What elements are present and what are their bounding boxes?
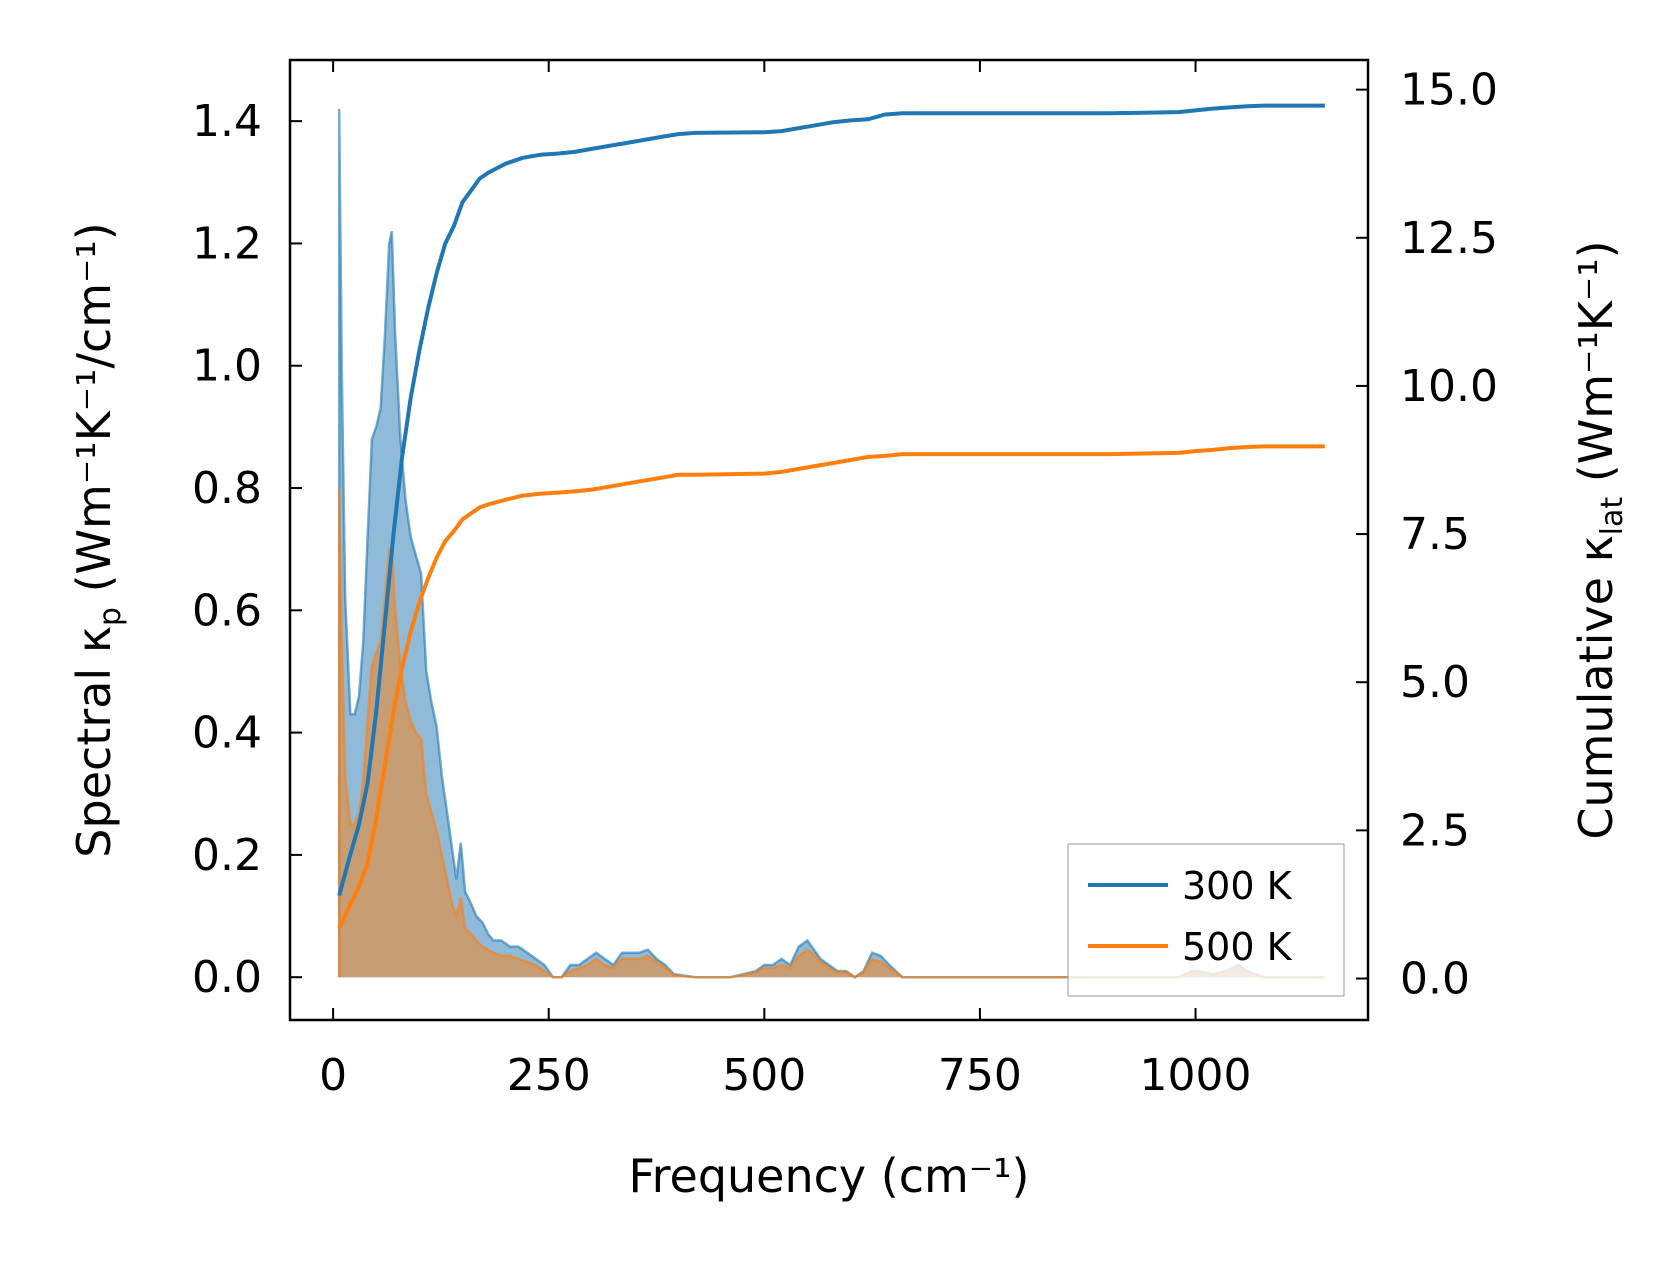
y-left-tick-label: 0.8	[192, 463, 262, 514]
x-tick-label: 0	[319, 1050, 347, 1101]
y-right-tick-label: 2.5	[1400, 805, 1470, 856]
plot-frame	[288, 58, 1370, 1022]
x-tick-label: 500	[722, 1050, 806, 1101]
spectral-area-layer	[337, 108, 1325, 979]
y-left-title-base: Spectral κ	[67, 626, 121, 858]
y-left-tick-label: 0.0	[192, 952, 262, 1003]
spectral-outline-500k	[337, 487, 1325, 979]
y-left-tick-label: 0.4	[192, 708, 262, 759]
y-right-tick-label: 7.5	[1400, 509, 1470, 560]
y-left-tick-label: 1.2	[192, 218, 262, 269]
x-tick-label: 750	[938, 1050, 1022, 1101]
y-right-title-rest: (Wm⁻¹K⁻¹)	[1569, 240, 1623, 496]
cumulative-line-layer	[337, 103, 1325, 929]
y-left-title-rest: (Wm⁻¹K⁻¹/cm⁻¹)	[67, 222, 121, 607]
y-right-tick-label: 10.0	[1400, 361, 1498, 412]
ticks-layer: 0 250 500 750 1000 0.0 0.2 0.4 0.6 0.8 1.0 1.2 1.4 0.…	[192, 60, 1498, 1101]
x-axis-title: Frequency (cm⁻¹)	[629, 1149, 1030, 1203]
cumulative-line-300k	[337, 103, 1325, 897]
legend-label-500k: 500 K	[1182, 925, 1293, 969]
y-left-axis-title: Spectral κp (Wm⁻¹K⁻¹/cm⁻¹)	[67, 222, 128, 857]
spectral-area-500k	[339, 488, 1325, 978]
y-left-title-sub: p	[93, 607, 128, 626]
y-right-tick-label: 15.0	[1400, 65, 1498, 116]
y-left-tick-label: 0.2	[192, 830, 262, 881]
y-right-title-sub: lat	[1595, 497, 1630, 536]
y-right-tick-label: 5.0	[1400, 657, 1470, 708]
y-right-tick-label: 0.0	[1400, 954, 1470, 1005]
legend-box	[1067, 843, 1345, 997]
legend: 300 K 500 K	[1067, 843, 1345, 997]
x-tick-label: 1000	[1140, 1050, 1252, 1101]
x-tick-label: 250	[507, 1050, 591, 1101]
cumulative-line-500k	[337, 444, 1325, 929]
y-right-title-base: Cumulative κ	[1569, 535, 1623, 839]
y-left-tick-label: 1.0	[192, 341, 262, 392]
legend-label-300k: 300 K	[1182, 864, 1293, 908]
y-left-tick-label: 1.4	[192, 96, 262, 147]
y-right-axis-title: Cumulative κlat (Wm⁻¹K⁻¹)	[1569, 240, 1630, 839]
y-right-tick-label: 12.5	[1400, 213, 1498, 264]
y-left-tick-label: 0.6	[192, 585, 262, 636]
